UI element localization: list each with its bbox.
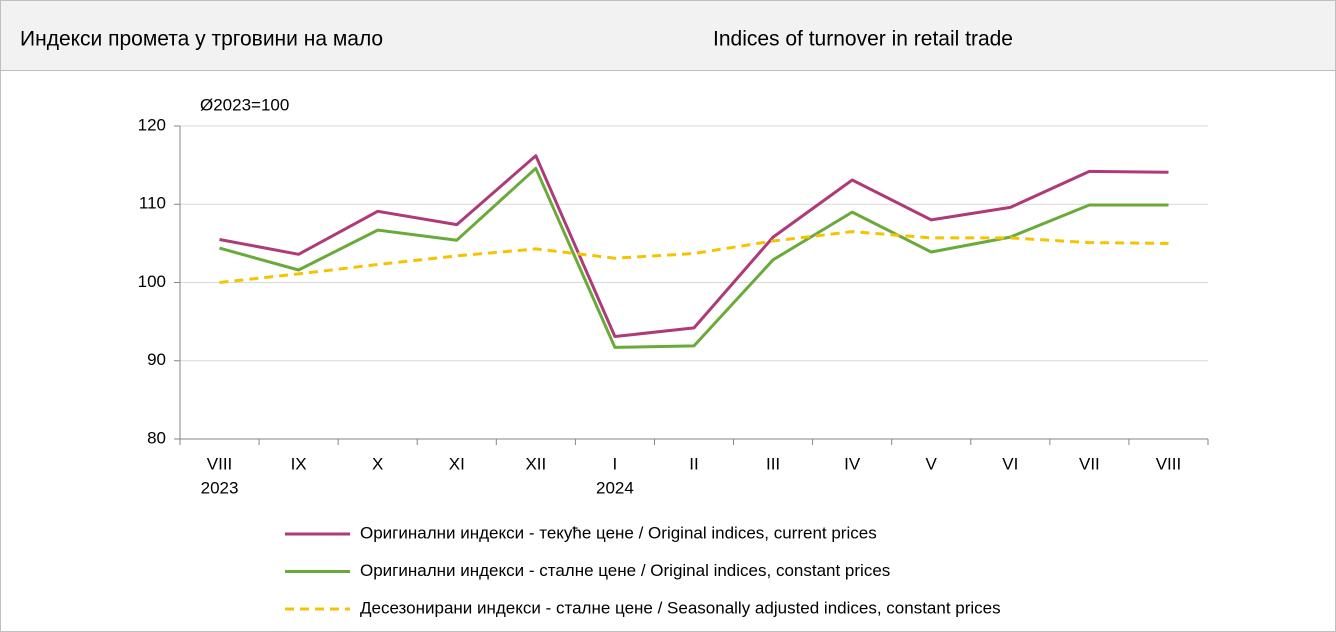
series-line — [219, 154, 1169, 338]
y-tick-label: 110 — [139, 194, 166, 213]
x-tick-label: III — [766, 454, 780, 473]
chart-title-en: Indices of turnover in retail trade — [713, 28, 1013, 51]
x-tick-label: II — [689, 454, 698, 473]
x-tick-label: V — [926, 454, 938, 473]
x-tick-label: XII — [525, 454, 546, 473]
header — [0, 0, 1336, 71]
y-tick-label: 90 — [147, 350, 166, 369]
x-tick-label: VIII — [207, 454, 233, 473]
x-tick-sublabel: 2023 — [201, 478, 239, 497]
annotation: Ø2023=100 — [200, 95, 289, 114]
x-tick-label: I — [613, 454, 618, 473]
x-tick-label: X — [372, 454, 383, 473]
x-tick-label: XI — [449, 454, 465, 473]
y-tick-label: 120 — [138, 115, 166, 134]
x-tick-sublabel: 2024 — [596, 478, 634, 497]
chart-title: Индекси промета у трговини на мало — [20, 28, 383, 51]
x-tick-label: VI — [1002, 454, 1018, 473]
legend-label: Оригинални индекси - текуће цене / Origi… — [360, 523, 877, 542]
x-tick-label: VIII — [1156, 454, 1182, 473]
x-tick-label: IX — [291, 454, 307, 473]
legend-label: Оригинални индекси - сталне цене / Origi… — [360, 561, 890, 580]
y-tick-label: 100 — [138, 272, 166, 291]
series-line — [219, 230, 1169, 284]
x-tick-label: VII — [1079, 454, 1100, 473]
y-tick-label: 80 — [147, 428, 166, 447]
x-tick-label: IV — [844, 454, 861, 473]
legend-label: Десезонирани индекси - сталне цене / Sea… — [360, 598, 1001, 617]
